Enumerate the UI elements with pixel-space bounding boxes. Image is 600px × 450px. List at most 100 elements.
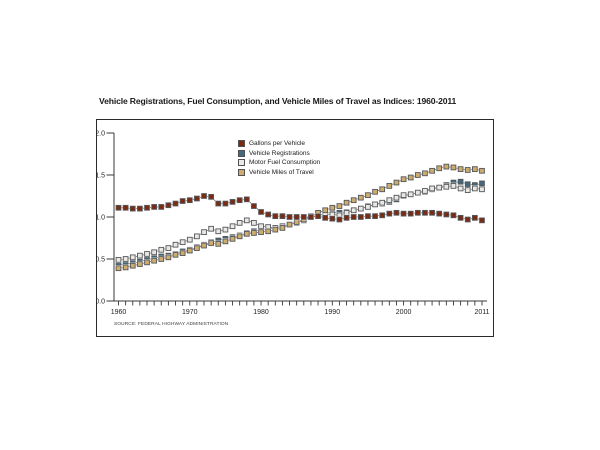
legend-item: Vehicle Registrations [238,149,320,158]
data-point-marker [457,178,464,185]
chart-title: Vehicle Registrations, Fuel Consumption,… [99,96,457,106]
legend-item: Vehicle Miles of Travel [238,168,320,177]
legend-label: Vehicle Miles of Travel [249,168,314,176]
data-point-marker [236,197,243,204]
data-point-marker [208,225,215,232]
data-point-marker [165,202,172,209]
data-point-marker [379,199,386,206]
data-point-marker [243,217,250,224]
chart-frame: 0.0 0.5 1.0 1.5 2.0 1960 1970 1980 1990 2000 2011 … [96,119,494,337]
data-point-marker [372,201,378,208]
data-point-marker [436,210,443,217]
data-point-marker [336,203,343,209]
data-point-marker [379,212,386,219]
data-point-marker [272,213,279,220]
y-tick-label: 1.0 [97,214,105,221]
data-point-marker [393,194,400,201]
y-tick-label: 0.5 [97,256,105,263]
x-tick-label: 1990 [325,309,341,316]
data-point-marker [350,214,357,220]
data-point-marker [322,214,329,221]
data-point-marker [158,246,165,253]
data-point-marker [222,226,229,233]
data-point-marker [450,212,457,219]
data-point-marker [414,189,421,196]
legend-item: Gallons per Vehicle [238,140,320,148]
data-point-marker [479,186,485,193]
x-tick-label: 1970 [182,309,198,316]
data-point-marker [343,209,350,216]
data-point-marker [479,180,485,187]
data-point-marker [215,200,222,207]
data-point-marker [407,210,414,217]
legend-label: Vehicle Registrations [249,149,310,157]
data-point-marker [372,188,378,195]
data-point-marker [393,209,400,216]
data-point-marker [115,256,122,263]
data-point-marker [144,251,150,257]
y-tick-label: 1.5 [97,172,105,179]
data-point-marker [315,213,321,220]
data-point-marker [151,249,157,256]
data-point-marker [400,176,407,183]
data-point-marker [457,185,464,192]
data-point-marker [343,214,350,221]
data-point-marker [479,217,485,224]
data-point-marker [464,167,471,173]
data-point-marker [472,185,478,192]
legend-swatch-icon [238,140,245,148]
data-point-marker [258,209,264,215]
data-point-marker [286,214,293,220]
data-point-marker [172,241,179,248]
data-point-marker [436,165,443,172]
data-point-marker [243,196,250,203]
legend-label: Motor Fuel Consumption [249,159,321,167]
data-point-marker [129,262,136,269]
data-point-marker [308,214,314,220]
data-point-marker [122,264,129,271]
y-tick-label: 0.0 [97,298,105,305]
data-point-marker [258,229,264,235]
data-point-marker [357,205,364,212]
data-point-marker [265,211,272,218]
data-point-marker [179,250,186,256]
data-point-marker [236,233,243,240]
data-point-marker [243,230,250,237]
data-point-marker [293,219,300,225]
data-point-marker [272,226,279,233]
data-point-marker [329,215,336,222]
data-point-marker [400,192,407,199]
data-point-marker [457,214,464,221]
data-point-marker [144,204,150,211]
data-point-marker [179,198,186,204]
data-point-marker [222,200,229,207]
data-point-marker [464,181,471,188]
data-point-marker [422,170,428,177]
data-point-marker [251,203,257,209]
data-point-marker [158,204,165,210]
data-point-marker [236,220,243,226]
data-point-marker [137,261,143,267]
data-point-marker [258,223,264,230]
x-tick-label: 1960 [111,309,127,316]
data-point-marker [443,183,450,190]
data-point-marker [414,209,421,216]
data-point-marker [122,204,129,211]
data-point-marker [129,205,136,212]
x-tick-label: 2000 [396,309,412,316]
data-point-marker [365,204,371,210]
data-point-marker [137,205,143,212]
data-point-marker [293,214,300,220]
data-point-marker [194,233,200,240]
data-point-marker [129,254,136,261]
data-point-marker [279,213,286,220]
data-point-marker [386,197,393,204]
data-point-marker [414,172,421,178]
data-point-marker [393,179,400,186]
data-point-marker [472,166,478,172]
legend-item: Motor Fuel Consumption [238,159,320,167]
data-point-marker [436,184,443,191]
data-point-marker [158,256,165,262]
data-point-marker [429,185,435,192]
